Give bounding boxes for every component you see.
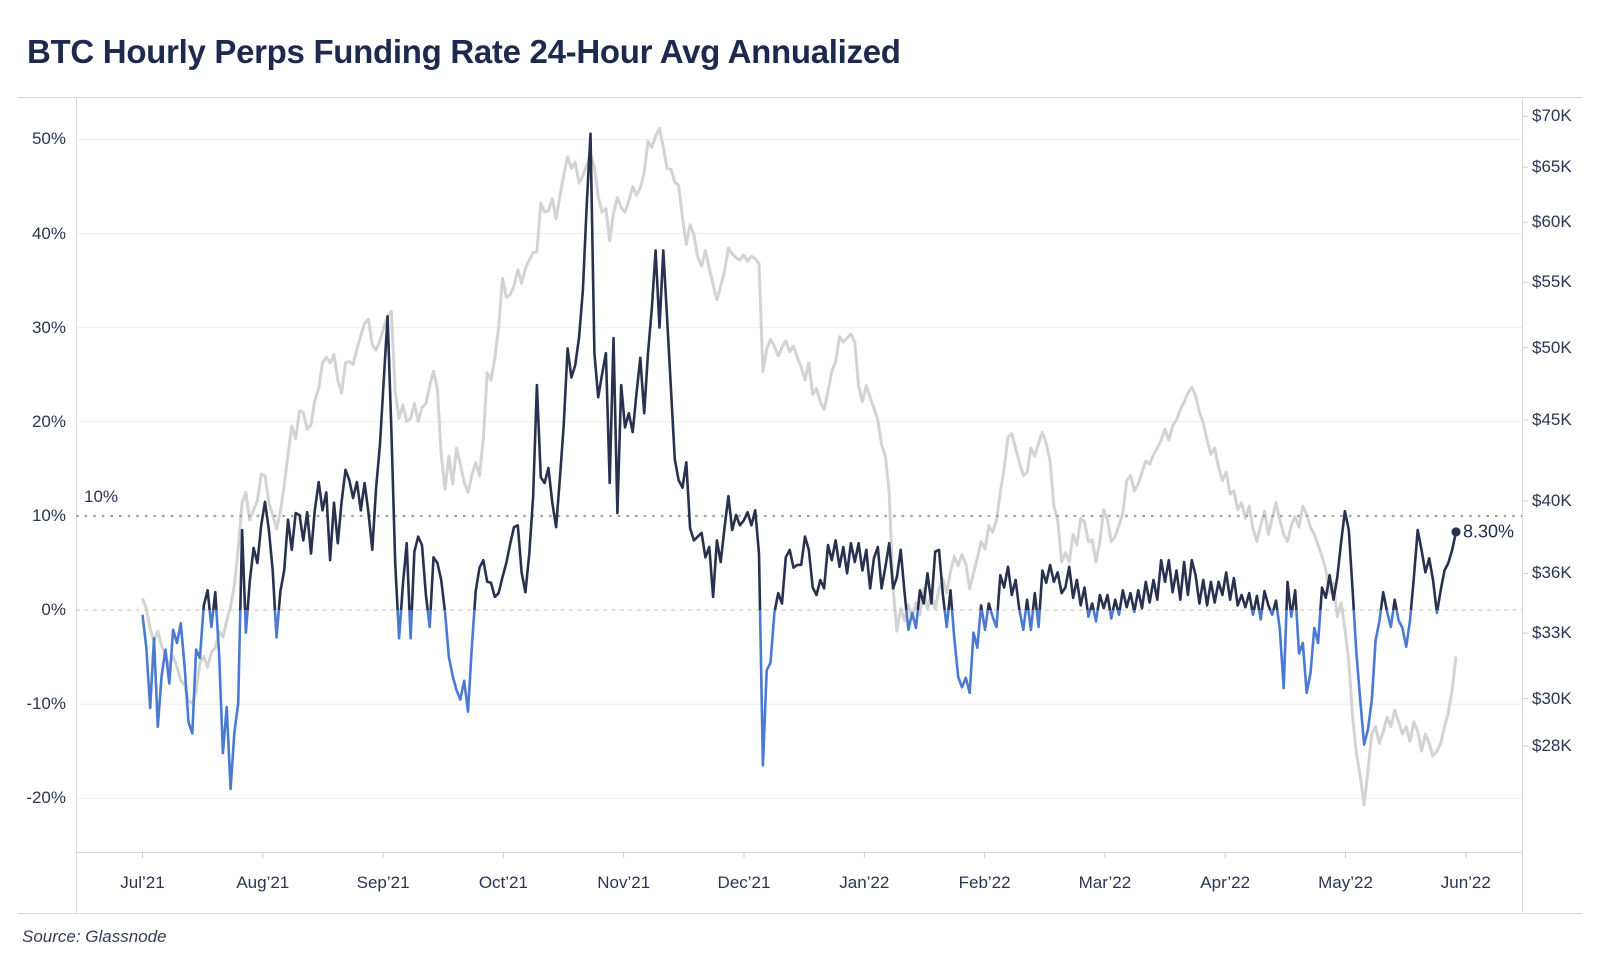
right-axis-tick-label: $36K <box>1532 563 1572 583</box>
left-axis-tick-label: -10% <box>26 694 66 714</box>
x-axis-month-label: Jul’21 <box>120 873 165 892</box>
right-axis-tick-label: $70K <box>1532 106 1572 126</box>
x-axis-month-label: Oct’21 <box>478 873 528 892</box>
left-axis-tick-label: 0% <box>41 600 66 620</box>
right-axis-tick-label: $65K <box>1532 157 1572 177</box>
right-axis-tick-label: $40K <box>1532 490 1572 510</box>
x-axis-month-label: Aug’21 <box>236 873 290 892</box>
x-axis-month-label: Feb’22 <box>958 873 1011 892</box>
x-axis-month-label: Nov’21 <box>597 873 651 892</box>
x-axis-month-label: Jan’22 <box>839 873 890 892</box>
page-title: BTC Hourly Perps Funding Rate 24-Hour Av… <box>27 33 901 70</box>
x-axis-month-label: Jun’22 <box>1440 873 1491 892</box>
ten-percent-reference-label: 10% <box>84 486 119 506</box>
right-axis-tick-label: $33K <box>1532 623 1572 643</box>
left-axis-tick-label: 10% <box>31 505 66 525</box>
left-axis-tick-label: 50% <box>31 129 66 149</box>
source-attribution: Source: Glassnode <box>22 927 167 946</box>
right-axis-tick-label: $60K <box>1532 212 1572 232</box>
x-axis-month-label: May’22 <box>1318 873 1373 892</box>
x-axis-month-label: Apr’22 <box>1200 873 1251 892</box>
right-axis-tick-label: $30K <box>1532 688 1572 708</box>
funding-endpoint-dot <box>1451 527 1461 537</box>
left-axis-tick-label: 20% <box>31 411 66 431</box>
x-axis-month-label: Dec’21 <box>717 873 771 892</box>
right-axis-tick-label: $28K <box>1532 736 1572 756</box>
right-axis-tick-label: $55K <box>1532 272 1572 292</box>
left-axis-tick-label: 30% <box>31 317 66 337</box>
right-axis-tick-label: $45K <box>1532 410 1572 429</box>
last-value-annotation: 8.30% <box>1463 521 1515 542</box>
funding-line-positive-segments <box>202 132 1458 611</box>
funding-line-negative-segments <box>141 610 1439 791</box>
x-axis-month-label: Mar’22 <box>1078 873 1132 892</box>
price-line-series <box>141 126 1458 807</box>
left-axis-tick-label: -20% <box>26 788 66 808</box>
x-axis-month-label: Sep’21 <box>356 873 410 892</box>
right-axis-tick-label: $50K <box>1532 337 1572 357</box>
left-axis-tick-label: 40% <box>31 223 66 243</box>
